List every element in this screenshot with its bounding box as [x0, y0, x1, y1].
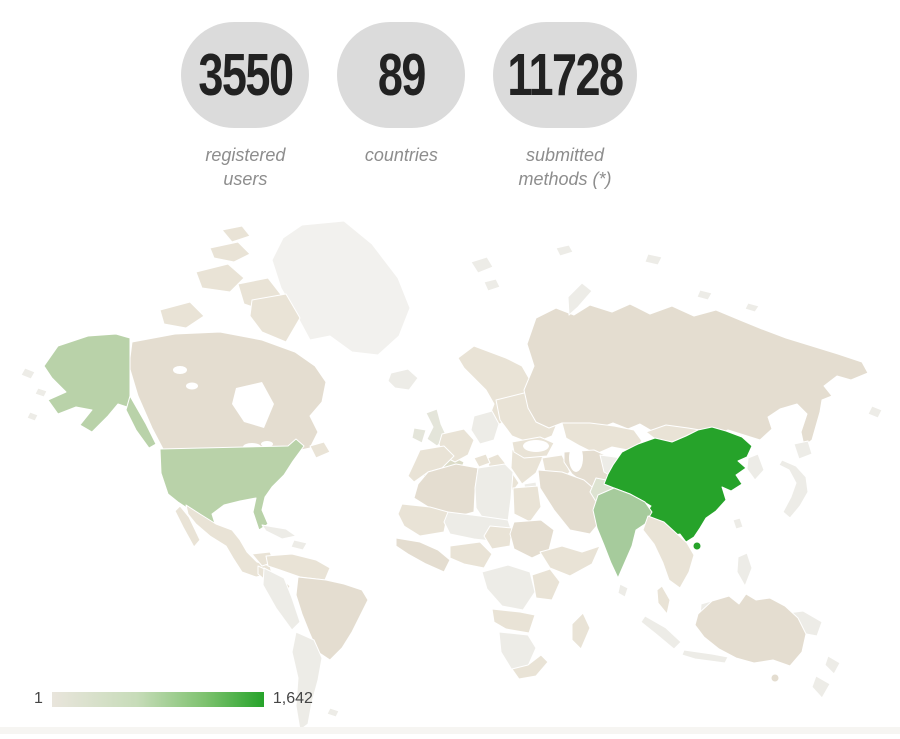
- stat-badge-registered-users: 3550: [181, 22, 310, 128]
- legend-gradient-bar: [51, 691, 264, 707]
- region-caribbean: [261, 524, 308, 551]
- stat-label-registered-users: registered users: [205, 145, 286, 190]
- region-south-america[interactable]: [262, 553, 369, 731]
- stat-value-countries: 89: [377, 40, 427, 108]
- region-greenland[interactable]: [271, 220, 411, 356]
- stat-badge-submitted-methods: 11728: [493, 22, 637, 128]
- country-australia[interactable]: [694, 593, 807, 683]
- bottom-divider: [0, 727, 900, 734]
- legend-min-label: 1: [34, 690, 43, 707]
- map-legend: 1 1,642: [34, 690, 313, 708]
- stat-badge-countries: 89: [337, 22, 466, 128]
- stat-label-countries: countries: [364, 145, 438, 165]
- stat-value-registered-users: 3550: [198, 40, 294, 108]
- stats-summary: 3550 registered users 89 countries 11728…: [0, 22, 859, 192]
- country-china[interactable]: [603, 426, 753, 551]
- country-india[interactable]: [592, 487, 653, 579]
- country-new-zealand: [811, 655, 841, 699]
- region-canada-arctic-islands: [159, 225, 301, 343]
- legend-max-label: 1,642: [272, 690, 313, 707]
- stat-registered-users: 3550 registered users: [181, 22, 310, 192]
- region-arctic-islands: [20, 244, 883, 422]
- country-usa-alaska[interactable]: [43, 333, 157, 449]
- region-africa[interactable]: [395, 445, 601, 680]
- stat-value-submitted-methods: 11728: [507, 40, 624, 108]
- stat-submitted-methods: 11728 submitted methods (*): [493, 22, 637, 192]
- region-south-asia-islands: [617, 583, 629, 598]
- country-canada[interactable]: [128, 331, 331, 459]
- region-east-asia: [732, 440, 813, 530]
- country-russia[interactable]: [523, 303, 869, 447]
- world-choropleth-map[interactable]: [0, 205, 900, 734]
- stat-countries: 89 countries: [337, 22, 466, 192]
- map-seas: [523, 440, 583, 472]
- stat-label-submitted-methods: submitted methods (*): [518, 145, 612, 190]
